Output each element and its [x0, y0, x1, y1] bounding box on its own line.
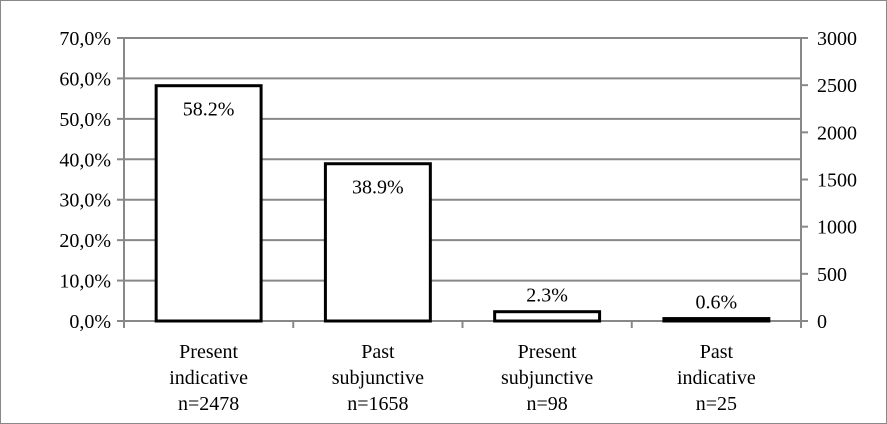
left-axis-tick-label: 50,0%: [59, 109, 111, 131]
category-label: Present: [179, 341, 238, 363]
bar: [323, 162, 432, 323]
category-label: n=1658: [347, 393, 408, 415]
left-axis-tick-label: 30,0%: [59, 190, 111, 212]
left-axis-tick-label: 10,0%: [59, 271, 111, 293]
bars: [154, 84, 771, 323]
category-label: subjunctive: [332, 367, 424, 389]
left-axis-tick-label: 70,0%: [59, 28, 111, 50]
bar: [154, 84, 263, 323]
right-axis-tick-label: 2000: [817, 122, 857, 144]
right-axis-tick-label: 1500: [817, 170, 857, 192]
data-label: 0.6%: [696, 292, 738, 314]
category-label: n=2478: [178, 393, 239, 415]
left-axis-tick-label: 20,0%: [59, 230, 111, 252]
bar: [662, 317, 771, 323]
right-axis-tick-label: 2500: [817, 75, 857, 97]
right-axis-tick-label: 1000: [817, 217, 857, 239]
category-label: indicative: [677, 367, 756, 389]
left-axis-tick-label: 60,0%: [59, 68, 111, 90]
category-label: n=25: [696, 393, 737, 415]
left-axis-tick-label: 0,0%: [69, 311, 111, 333]
right-axis-tick-label: 0: [817, 311, 827, 333]
data-label: 38.9%: [352, 177, 404, 199]
left-axis-tick-label: 40,0%: [59, 149, 111, 171]
category-label: indicative: [169, 367, 248, 389]
bar: [493, 310, 602, 323]
data-label: 2.3%: [526, 285, 568, 307]
category-label: n=98: [526, 393, 567, 415]
labels: 0,0% 10,0% 20,0% 30,0% 40,0% 50,0% 60,0% 70,0% 0…: [59, 28, 857, 415]
category-label: subjunctive: [501, 367, 593, 389]
category-label: Present: [518, 341, 577, 363]
category-label: Past: [700, 341, 734, 363]
category-label: Past: [361, 341, 395, 363]
right-axis-tick-label: 3000: [817, 28, 857, 50]
data-label: 58.2%: [183, 99, 235, 121]
right-axis-tick-label: 500: [817, 264, 847, 286]
